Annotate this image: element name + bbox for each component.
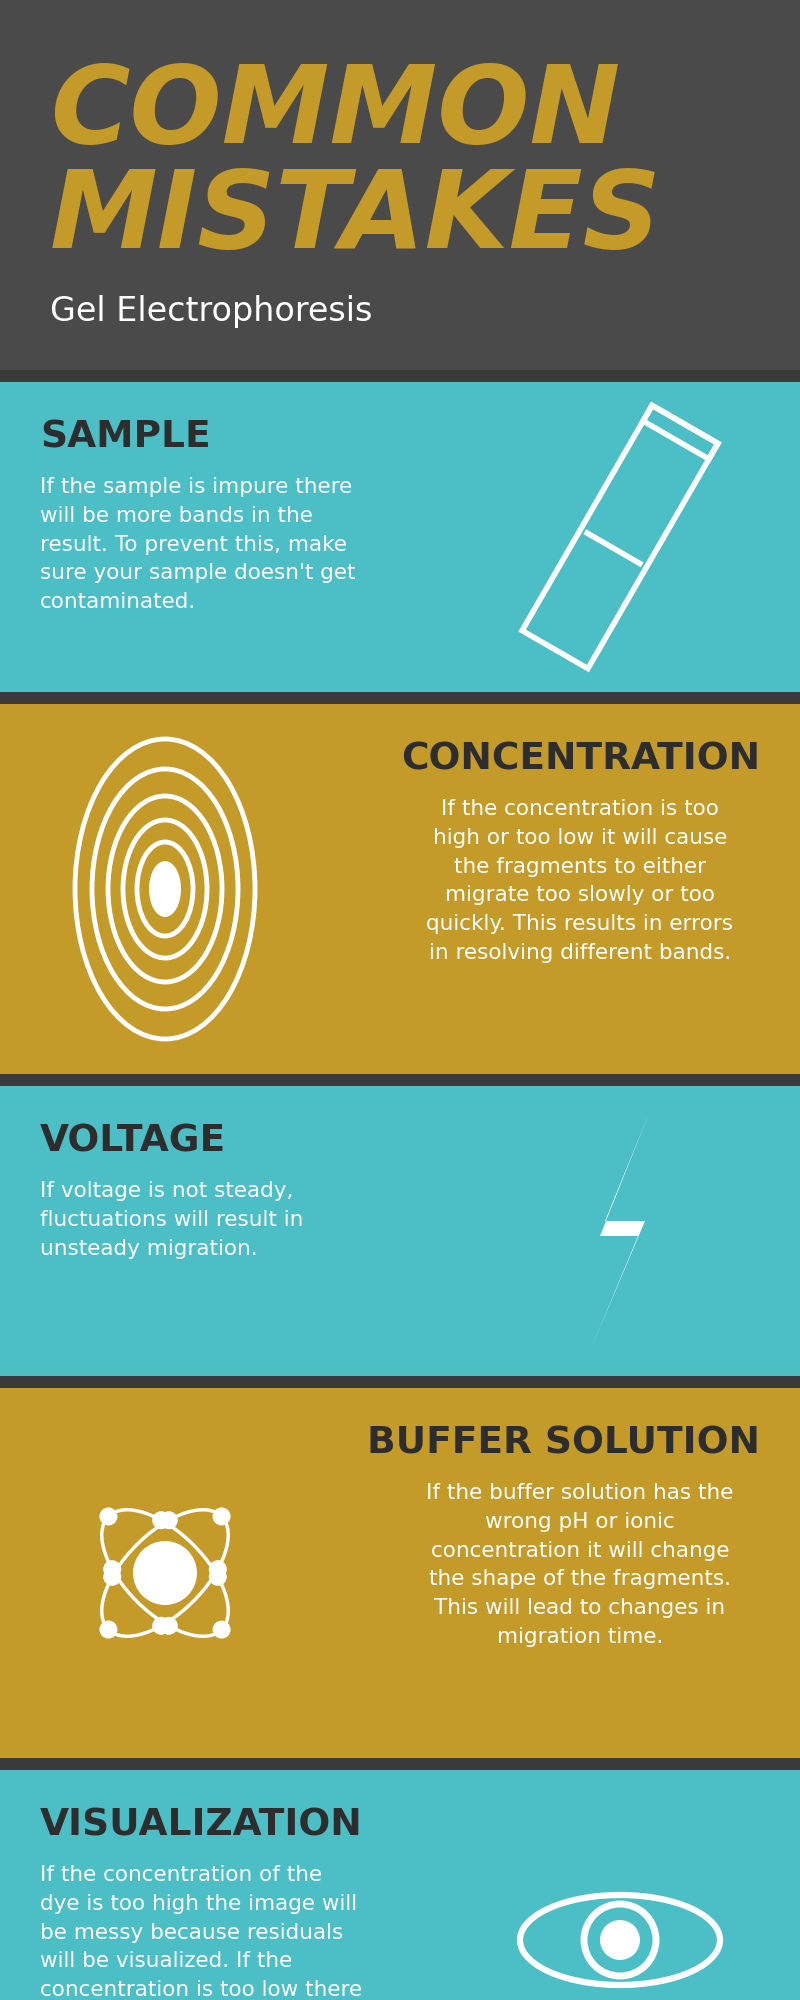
- Bar: [0, 1074, 800, 1086]
- Ellipse shape: [108, 796, 222, 982]
- Ellipse shape: [123, 820, 207, 958]
- Text: If the buffer solution has the
wrong pH or ionic
concentration it will change
th: If the buffer solution has the wrong pH …: [426, 1484, 734, 1648]
- Bar: [0, 1770, 800, 2000]
- Ellipse shape: [75, 738, 255, 1040]
- Ellipse shape: [137, 842, 193, 936]
- Circle shape: [99, 1508, 118, 1526]
- Ellipse shape: [149, 860, 181, 916]
- Text: COMMON: COMMON: [50, 60, 620, 166]
- Text: SAMPLE: SAMPLE: [40, 420, 210, 456]
- Text: If the concentration of the
dye is too high the image will
be messy because resi: If the concentration of the dye is too h…: [40, 1864, 362, 2000]
- Circle shape: [209, 1568, 226, 1586]
- Bar: [0, 704, 800, 1074]
- Circle shape: [103, 1568, 122, 1586]
- Text: CONCENTRATION: CONCENTRATION: [401, 742, 760, 778]
- Bar: [0, 1388, 800, 1758]
- Circle shape: [133, 1540, 197, 1604]
- Polygon shape: [590, 1112, 650, 1352]
- Text: MISTAKES: MISTAKES: [50, 166, 662, 270]
- Circle shape: [99, 1620, 118, 1638]
- Circle shape: [209, 1560, 226, 1578]
- Circle shape: [160, 1616, 178, 1634]
- Text: VISUALIZATION: VISUALIZATION: [40, 1808, 362, 1844]
- Text: VOLTAGE: VOLTAGE: [40, 1124, 226, 1160]
- Text: If voltage is not steady,
fluctuations will result in
unsteady migration.: If voltage is not steady, fluctuations w…: [40, 1180, 303, 1258]
- Bar: [0, 382, 800, 692]
- Circle shape: [213, 1620, 230, 1638]
- Text: BUFFER SOLUTION: BUFFER SOLUTION: [367, 1426, 760, 1462]
- Bar: [0, 1086, 800, 1376]
- Bar: [0, 0, 800, 370]
- Text: Gel Electrophoresis: Gel Electrophoresis: [50, 294, 372, 328]
- Bar: [0, 370, 800, 382]
- Circle shape: [103, 1560, 122, 1578]
- Circle shape: [160, 1512, 178, 1530]
- Text: If the concentration is too
high or too low it will cause
the fragments to eithe: If the concentration is too high or too …: [426, 798, 734, 964]
- Circle shape: [152, 1616, 170, 1634]
- Text: If the sample is impure there
will be more bands in the
result. To prevent this,: If the sample is impure there will be mo…: [40, 476, 355, 612]
- Circle shape: [152, 1512, 170, 1530]
- Bar: [0, 1758, 800, 1770]
- Circle shape: [600, 1920, 640, 1960]
- Bar: [0, 692, 800, 704]
- Ellipse shape: [92, 768, 238, 1008]
- Circle shape: [213, 1508, 230, 1526]
- Bar: [0, 1376, 800, 1388]
